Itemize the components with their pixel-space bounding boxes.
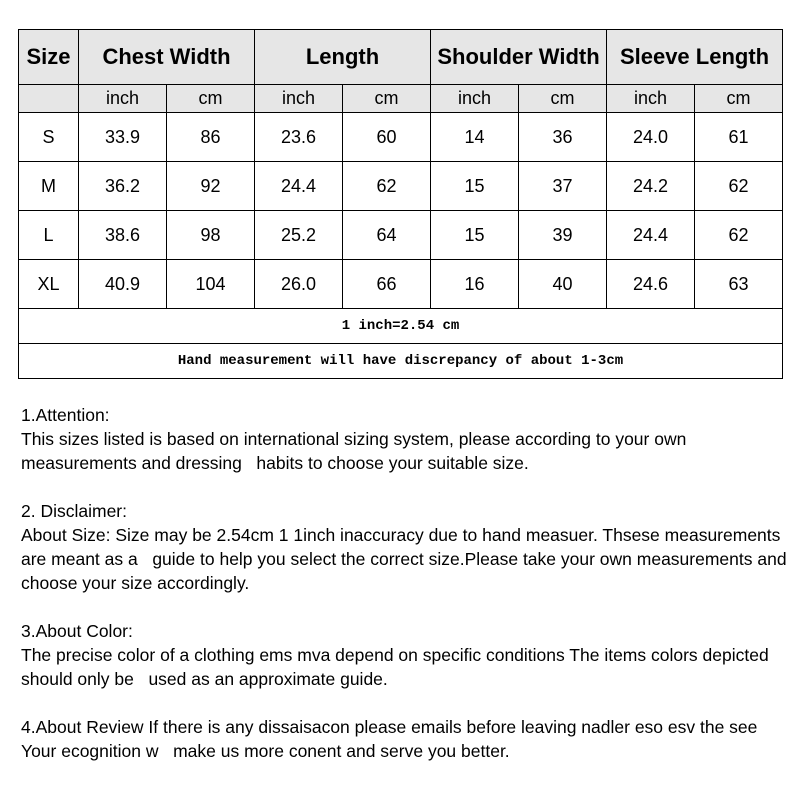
header-length: Length bbox=[253, 29, 432, 85]
unit-cell: inch bbox=[430, 84, 520, 113]
value-cell: 61 bbox=[694, 112, 784, 162]
value-cell: 92 bbox=[166, 161, 255, 211]
unit-row: inch cm inch cm inch cm inch cm bbox=[18, 84, 784, 113]
header-size: Size bbox=[18, 29, 79, 85]
note-review: 4.About Review If there is any dissaisac… bbox=[21, 715, 791, 763]
size-row: XL 40.9 104 26.0 66 16 40 24.6 63 bbox=[18, 259, 784, 309]
value-cell: 24.6 bbox=[606, 259, 696, 309]
size-row: L 38.6 98 25.2 64 15 39 24.4 62 bbox=[18, 210, 784, 260]
value-cell: 98 bbox=[166, 210, 255, 260]
value-cell: 14 bbox=[430, 112, 520, 162]
value-cell: 36.2 bbox=[78, 161, 167, 211]
unit-cell: cm bbox=[341, 84, 432, 113]
note-attention: 1.Attention: This sizes listed is based … bbox=[21, 403, 791, 475]
value-cell: 62 bbox=[341, 161, 432, 211]
value-cell: 15 bbox=[430, 161, 520, 211]
value-cell: 33.9 bbox=[78, 112, 167, 162]
value-cell: 66 bbox=[341, 259, 432, 309]
note-title: 3.About Color: bbox=[21, 621, 133, 641]
value-cell: 38.6 bbox=[78, 210, 167, 260]
unit-cell: inch bbox=[606, 84, 696, 113]
note-body: This sizes listed is based on internatio… bbox=[21, 429, 692, 473]
value-cell: 23.6 bbox=[254, 112, 343, 162]
note-body: 4.About Review If there is any dissaisac… bbox=[21, 717, 762, 761]
unit-cell: inch bbox=[78, 84, 167, 113]
value-cell: 40 bbox=[518, 259, 608, 309]
note-title: 2. Disclaimer: bbox=[21, 501, 127, 521]
value-cell: 60 bbox=[341, 112, 432, 162]
value-cell: 24.2 bbox=[606, 161, 696, 211]
unit-cell: cm bbox=[518, 84, 608, 113]
note-color: 3.About Color: The precise color of a cl… bbox=[21, 619, 791, 691]
size-cell: XL bbox=[18, 259, 79, 309]
value-cell: 62 bbox=[694, 210, 784, 260]
value-cell: 15 bbox=[430, 210, 520, 260]
value-cell: 25.2 bbox=[254, 210, 343, 260]
value-cell: 26.0 bbox=[254, 259, 343, 309]
value-cell: 37 bbox=[518, 161, 608, 211]
size-cell: S bbox=[18, 112, 79, 162]
notes-section: 1.Attention: This sizes listed is based … bbox=[21, 403, 791, 787]
unit-cell: cm bbox=[694, 84, 784, 113]
value-cell: 24.4 bbox=[606, 210, 696, 260]
conversion-note: 1 inch=2.54 cm bbox=[17, 308, 784, 344]
value-cell: 104 bbox=[166, 259, 255, 309]
header-chest-width: Chest Width bbox=[78, 29, 255, 85]
note-body: About Size: Size may be 2.54cm 1 1inch i… bbox=[21, 525, 792, 593]
size-row: M 36.2 92 24.4 62 15 37 24.2 62 bbox=[18, 161, 784, 211]
value-cell: 62 bbox=[694, 161, 784, 211]
value-cell: 86 bbox=[166, 112, 255, 162]
note-body: The precise color of a clothing ems mva … bbox=[21, 645, 774, 689]
size-row: S 33.9 86 23.6 60 14 36 24.0 61 bbox=[18, 112, 784, 162]
value-cell: 24.0 bbox=[606, 112, 696, 162]
size-cell: M bbox=[18, 161, 79, 211]
header-shoulder-width: Shoulder Width bbox=[430, 29, 608, 85]
value-cell: 64 bbox=[341, 210, 432, 260]
note-disclaimer: 2. Disclaimer: About Size: Size may be 2… bbox=[21, 499, 791, 595]
value-cell: 40.9 bbox=[78, 259, 167, 309]
value-cell: 16 bbox=[430, 259, 520, 309]
value-cell: 24.4 bbox=[254, 161, 343, 211]
unit-cell: inch bbox=[254, 84, 343, 113]
value-cell: 36 bbox=[518, 112, 608, 162]
note-title: 1.Attention: bbox=[21, 405, 110, 425]
value-cell: 63 bbox=[694, 259, 784, 309]
unit-cell: cm bbox=[166, 84, 255, 113]
header-sleeve-length: Sleeve Length bbox=[606, 29, 784, 85]
conversion-note-row: 1 inch=2.54 cm bbox=[17, 308, 784, 344]
value-cell: 39 bbox=[518, 210, 608, 260]
header-row: Size Chest Width Length Shoulder Width S… bbox=[18, 29, 784, 85]
discrepancy-note: Hand measurement will have discrepancy o… bbox=[17, 343, 784, 379]
discrepancy-note-row: Hand measurement will have discrepancy o… bbox=[17, 343, 784, 379]
size-chart-table: Size Chest Width Length Shoulder Width S… bbox=[17, 29, 784, 379]
unit-blank bbox=[18, 84, 79, 113]
size-cell: L bbox=[18, 210, 79, 260]
